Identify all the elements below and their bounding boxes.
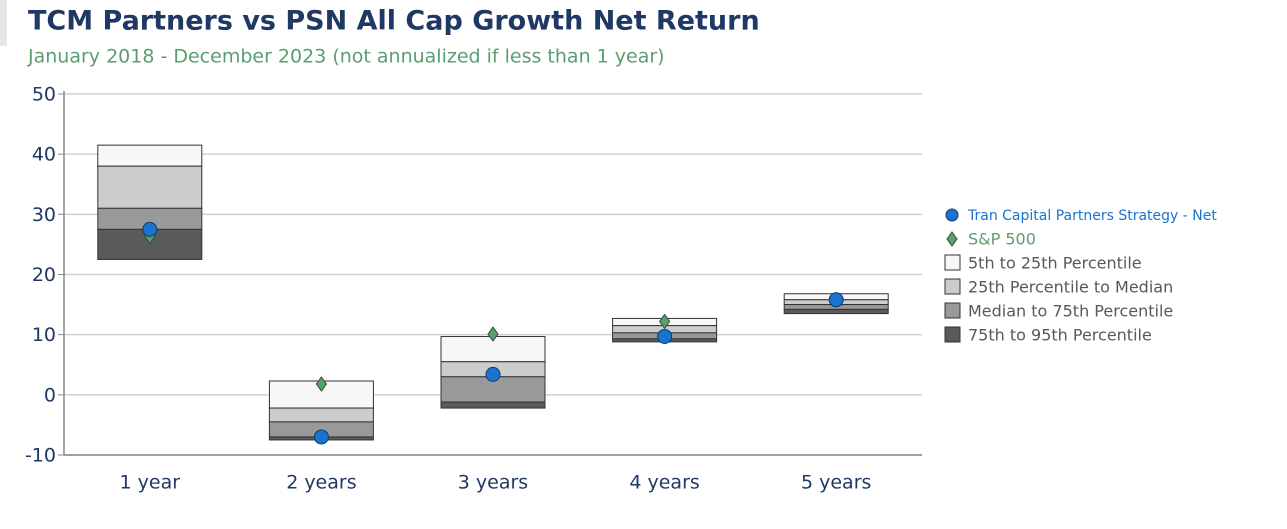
- chart-title: TCM Partners vs PSN All Cap Growth Net R…: [28, 6, 760, 37]
- sp500-marker: [487, 326, 499, 342]
- legend-swatch: [944, 254, 961, 271]
- sp500-marker: [658, 313, 671, 330]
- percentile-band: [97, 165, 203, 209]
- strategy-marker: [485, 366, 501, 382]
- legend-swatch: [944, 326, 961, 343]
- legend-label: Median to 75th Percentile: [968, 302, 1173, 321]
- strategy-marker: [828, 292, 844, 308]
- chart-subtitle: January 2018 - December 2023 (not annual…: [27, 46, 665, 68]
- percentile-band: [268, 407, 374, 423]
- percentile-band: [97, 144, 203, 167]
- y-tick-label: 20: [32, 264, 56, 286]
- legend-marker: [945, 208, 959, 222]
- y-tick-label: 0: [44, 384, 56, 406]
- sp500-marker: [315, 376, 328, 392]
- legend-label: 75th to 95th Percentile: [968, 326, 1152, 345]
- edge-strip: [0, 0, 7, 46]
- legend-marker: [946, 231, 958, 247]
- strategy-marker: [657, 328, 673, 344]
- x-tick-label: 1 year: [120, 472, 181, 494]
- legend-label: 25th Percentile to Median: [968, 278, 1173, 297]
- legend-swatch: [944, 302, 961, 319]
- legend-label: Tran Capital Partners Strategy - Net: [967, 208, 1217, 224]
- percentile-band: [783, 308, 889, 315]
- x-tick-label: 4 years: [629, 472, 699, 494]
- x-tick-label: 5 years: [801, 472, 871, 494]
- x-tick-label: 2 years: [286, 472, 356, 494]
- strategy-marker: [142, 221, 158, 237]
- y-tick-label: 10: [32, 324, 56, 346]
- legend-swatch: [944, 278, 961, 295]
- legend-label: 5th to 25th Percentile: [968, 254, 1142, 273]
- y-tick-label: 30: [32, 204, 56, 226]
- legend-label: S&P 500: [968, 230, 1036, 249]
- y-tick-label: -10: [25, 445, 56, 467]
- x-tick-label: 3 years: [458, 472, 528, 494]
- y-tick-label: 40: [32, 144, 56, 166]
- y-tick-label: 50: [32, 84, 56, 106]
- strategy-marker: [313, 429, 329, 445]
- percentile-band: [440, 401, 546, 409]
